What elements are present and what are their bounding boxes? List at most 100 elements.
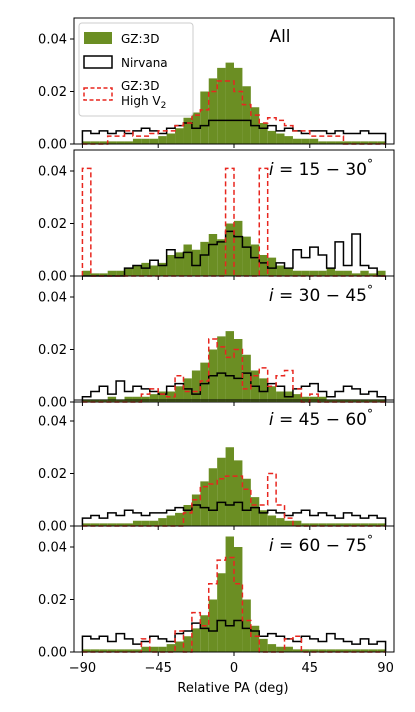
- bar-gz-3d-6: [132, 649, 142, 652]
- x-tick-label: 45: [302, 661, 319, 676]
- bar-gz-3d-19: [242, 86, 251, 144]
- bar-gz-3d-28: [318, 141, 327, 144]
- bar-gz-3d-29: [326, 649, 336, 652]
- x-tick-label: −45: [144, 661, 171, 676]
- bar-gz-3d-30: [335, 141, 344, 144]
- y-tick-label: 0.04: [38, 415, 67, 430]
- bar-gz-3d-9: [158, 518, 167, 526]
- bar-gz-3d-15: [208, 468, 218, 526]
- bar-gz-3d-3: [107, 141, 117, 144]
- bar-gz-3d-26: [301, 649, 310, 652]
- bar-gz-3d-16: [217, 573, 226, 652]
- bar-gz-3d-19: [242, 478, 251, 526]
- bar-gz-3d-1: [90, 399, 100, 402]
- bar-gz-3d-26: [301, 396, 310, 402]
- title-range: = 30 − 45: [274, 286, 367, 306]
- x-tick-label: 90: [377, 661, 394, 676]
- x-tick-label: 0: [230, 661, 238, 676]
- bar-gz-3d-23: [276, 391, 285, 402]
- bar-gz-3d-3: [107, 396, 117, 402]
- legend-label-gz3d-high-v2: GZ:3D: [121, 79, 159, 93]
- bar-gz-3d-4: [116, 649, 125, 652]
- bar-gz-3d-16: [217, 457, 226, 526]
- y-tick-label: 0.02: [38, 467, 67, 482]
- bar-gz-3d-1: [90, 141, 100, 144]
- bar-gz-3d-2: [99, 273, 108, 276]
- bar-gz-3d-6: [132, 396, 142, 402]
- y-tick-label: 0.04: [38, 165, 67, 180]
- bar-gz-3d-4: [116, 523, 125, 526]
- step-nirvana: [82, 230, 386, 277]
- bar-gz-3d-21: [259, 123, 268, 144]
- bar-gz-3d-35: [377, 649, 386, 652]
- bar-gz-3d-34: [368, 649, 378, 652]
- panel-5: 0.00 0.02 0.04 i = 60 − 75°: [38, 525, 395, 661]
- bar-gz-3d-5: [124, 268, 133, 276]
- y-tick-label: 0.00: [38, 520, 67, 535]
- title-symbol: i: [269, 286, 274, 306]
- bar-gz-3d-22: [267, 644, 277, 652]
- bar-gz-3d-30: [335, 649, 344, 652]
- y-tick-label: 0.02: [38, 593, 67, 608]
- title-degree: °: [367, 407, 373, 421]
- bar-gz-3d-30: [335, 270, 344, 276]
- bar-gz-3d-11: [175, 128, 184, 144]
- bar-gz-3d-0: [82, 270, 91, 276]
- bar-gz-3d-32: [351, 399, 361, 402]
- bar-gz-3d-15: [208, 599, 218, 652]
- bar-gz-3d-14: [200, 241, 209, 276]
- bar-gz-3d-34: [368, 141, 378, 144]
- title-range: = 15 − 30: [274, 160, 367, 180]
- bar-gz-3d-13: [191, 628, 201, 652]
- panel-4: 0.00 0.02 0.04 i = 45 − 60°: [38, 399, 395, 535]
- bar-gz-3d-6: [132, 138, 142, 144]
- bar-gz-3d-13: [191, 370, 201, 402]
- bar-gz-3d-35: [377, 523, 386, 526]
- y-tick-label: 0.00: [38, 270, 67, 285]
- bar-gz-3d-11: [175, 252, 184, 276]
- bar-gz-3d-31: [343, 399, 352, 402]
- title-range: = 60 − 75: [274, 536, 367, 556]
- bar-gz-3d-18: [234, 460, 243, 526]
- bar-gz-3d-7: [141, 262, 150, 276]
- bar-gz-3d-29: [326, 268, 336, 276]
- bar-gz-3d-16: [217, 239, 226, 276]
- bar-gz-3d-31: [343, 141, 352, 144]
- bar-gz-3d-0: [82, 523, 91, 526]
- panel-1: 0.00 0.02 0.04 All: [38, 17, 395, 153]
- bar-gz-3d-21: [259, 255, 268, 276]
- legend-box: [78, 22, 194, 117]
- bar-gz-3d-10: [166, 255, 176, 276]
- bar-gz-3d-10: [166, 644, 176, 652]
- title-degree: °: [367, 283, 373, 297]
- title-range: = 45 − 60: [274, 410, 367, 430]
- bar-gz-3d-4: [116, 270, 125, 276]
- bar-gz-3d-12: [183, 244, 192, 276]
- bar-gz-3d-14: [200, 615, 209, 652]
- bar-gz-3d-31: [343, 523, 352, 526]
- bar-gz-3d-30: [335, 523, 344, 526]
- y-tick-label: 0.04: [38, 33, 67, 48]
- x-axis: −90 −45 0 45 90: [69, 661, 394, 676]
- legend-swatch-gz3d-high-v2: [83, 87, 113, 101]
- bar-gz-3d-18: [234, 220, 243, 276]
- bar-gz-3d-29: [326, 399, 336, 402]
- bar-gz-3d-18: [234, 547, 243, 652]
- bar-gz-3d-35: [377, 399, 386, 402]
- bar-gz-3d-28: [318, 649, 327, 652]
- bar-gz-3d-8: [149, 265, 159, 276]
- bar-gz-3d-15: [208, 78, 218, 144]
- bar-gz-3d-7: [141, 138, 150, 144]
- step-nirvana: [81, 619, 387, 652]
- bar-gz-3d-6: [132, 265, 142, 276]
- bar-gz-3d-26: [301, 270, 310, 276]
- step-nirvana: [81, 372, 387, 402]
- panel-title: i = 15 − 30°: [269, 157, 373, 180]
- bar-gz-3d-32: [351, 523, 361, 526]
- y-tick-label: 0.04: [38, 291, 67, 306]
- bar-gz-3d-17: [225, 331, 234, 402]
- panel-2: 0.00 0.02 0.04 i = 15 − 30°: [38, 149, 395, 285]
- title-symbol: i: [269, 410, 274, 430]
